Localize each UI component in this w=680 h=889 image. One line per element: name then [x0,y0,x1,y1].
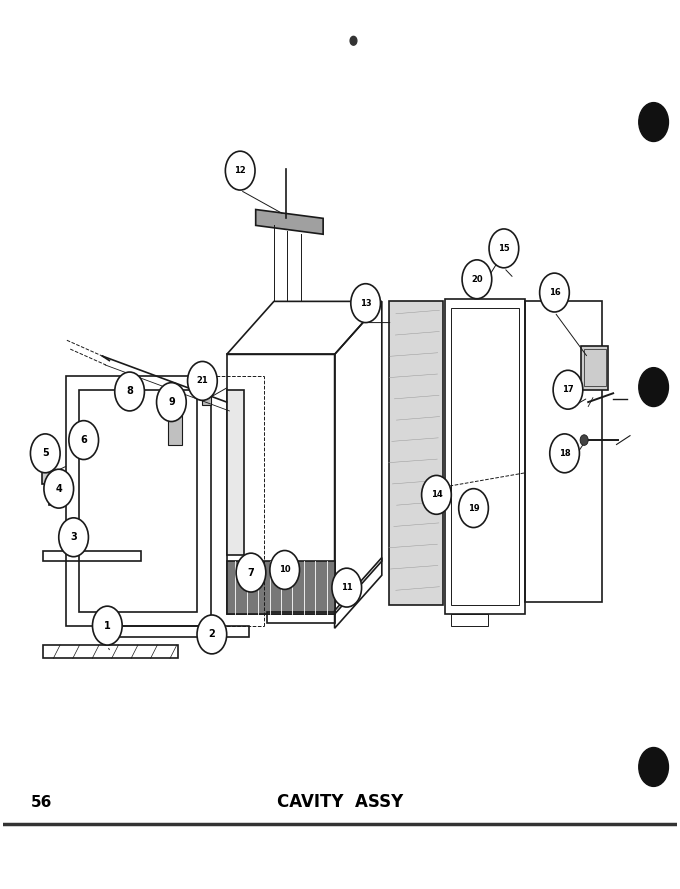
Text: 18: 18 [559,449,571,458]
Text: 15: 15 [498,244,510,252]
Circle shape [332,568,362,607]
Circle shape [459,489,488,527]
Circle shape [462,260,492,299]
Polygon shape [226,389,244,555]
Circle shape [639,748,668,787]
Circle shape [639,102,668,141]
Text: 12: 12 [235,166,246,175]
Circle shape [236,553,266,592]
Circle shape [639,368,668,406]
Text: 13: 13 [360,299,371,308]
Circle shape [580,435,588,445]
Text: 3: 3 [70,533,77,542]
Text: 19: 19 [468,503,479,513]
Circle shape [44,469,73,509]
Polygon shape [388,301,443,605]
Text: 5: 5 [42,448,49,459]
Text: CAVITY  ASSY: CAVITY ASSY [277,793,403,812]
Circle shape [489,229,519,268]
Text: 2: 2 [209,629,216,639]
Bar [581,346,609,389]
Text: 16: 16 [549,288,560,297]
Circle shape [69,420,99,460]
Polygon shape [226,561,335,614]
Text: 56: 56 [31,795,52,810]
Text: 8: 8 [126,387,133,396]
Circle shape [351,284,381,323]
Text: 10: 10 [279,565,290,574]
Circle shape [270,550,299,589]
Text: 21: 21 [197,376,208,386]
Circle shape [549,434,579,473]
Circle shape [188,362,217,400]
Text: 7: 7 [248,567,254,578]
Polygon shape [256,210,323,234]
Circle shape [350,36,357,45]
Bar [42,456,52,485]
Circle shape [197,615,226,654]
Text: 4: 4 [55,484,62,493]
Text: 11: 11 [341,583,353,592]
Circle shape [115,372,144,411]
Circle shape [31,434,60,473]
Text: 17: 17 [562,385,574,394]
Bar [203,388,211,404]
Circle shape [225,151,255,190]
Bar [168,396,182,444]
Circle shape [422,476,452,515]
Circle shape [92,606,122,645]
Bar [584,349,606,386]
Circle shape [553,371,583,409]
Circle shape [156,382,186,421]
Text: 1: 1 [104,621,111,630]
Text: 20: 20 [471,275,483,284]
Circle shape [58,517,88,557]
Text: 14: 14 [430,491,442,500]
Text: 6: 6 [80,435,87,445]
Circle shape [540,273,569,312]
Text: 9: 9 [168,397,175,407]
Bar [49,485,62,505]
